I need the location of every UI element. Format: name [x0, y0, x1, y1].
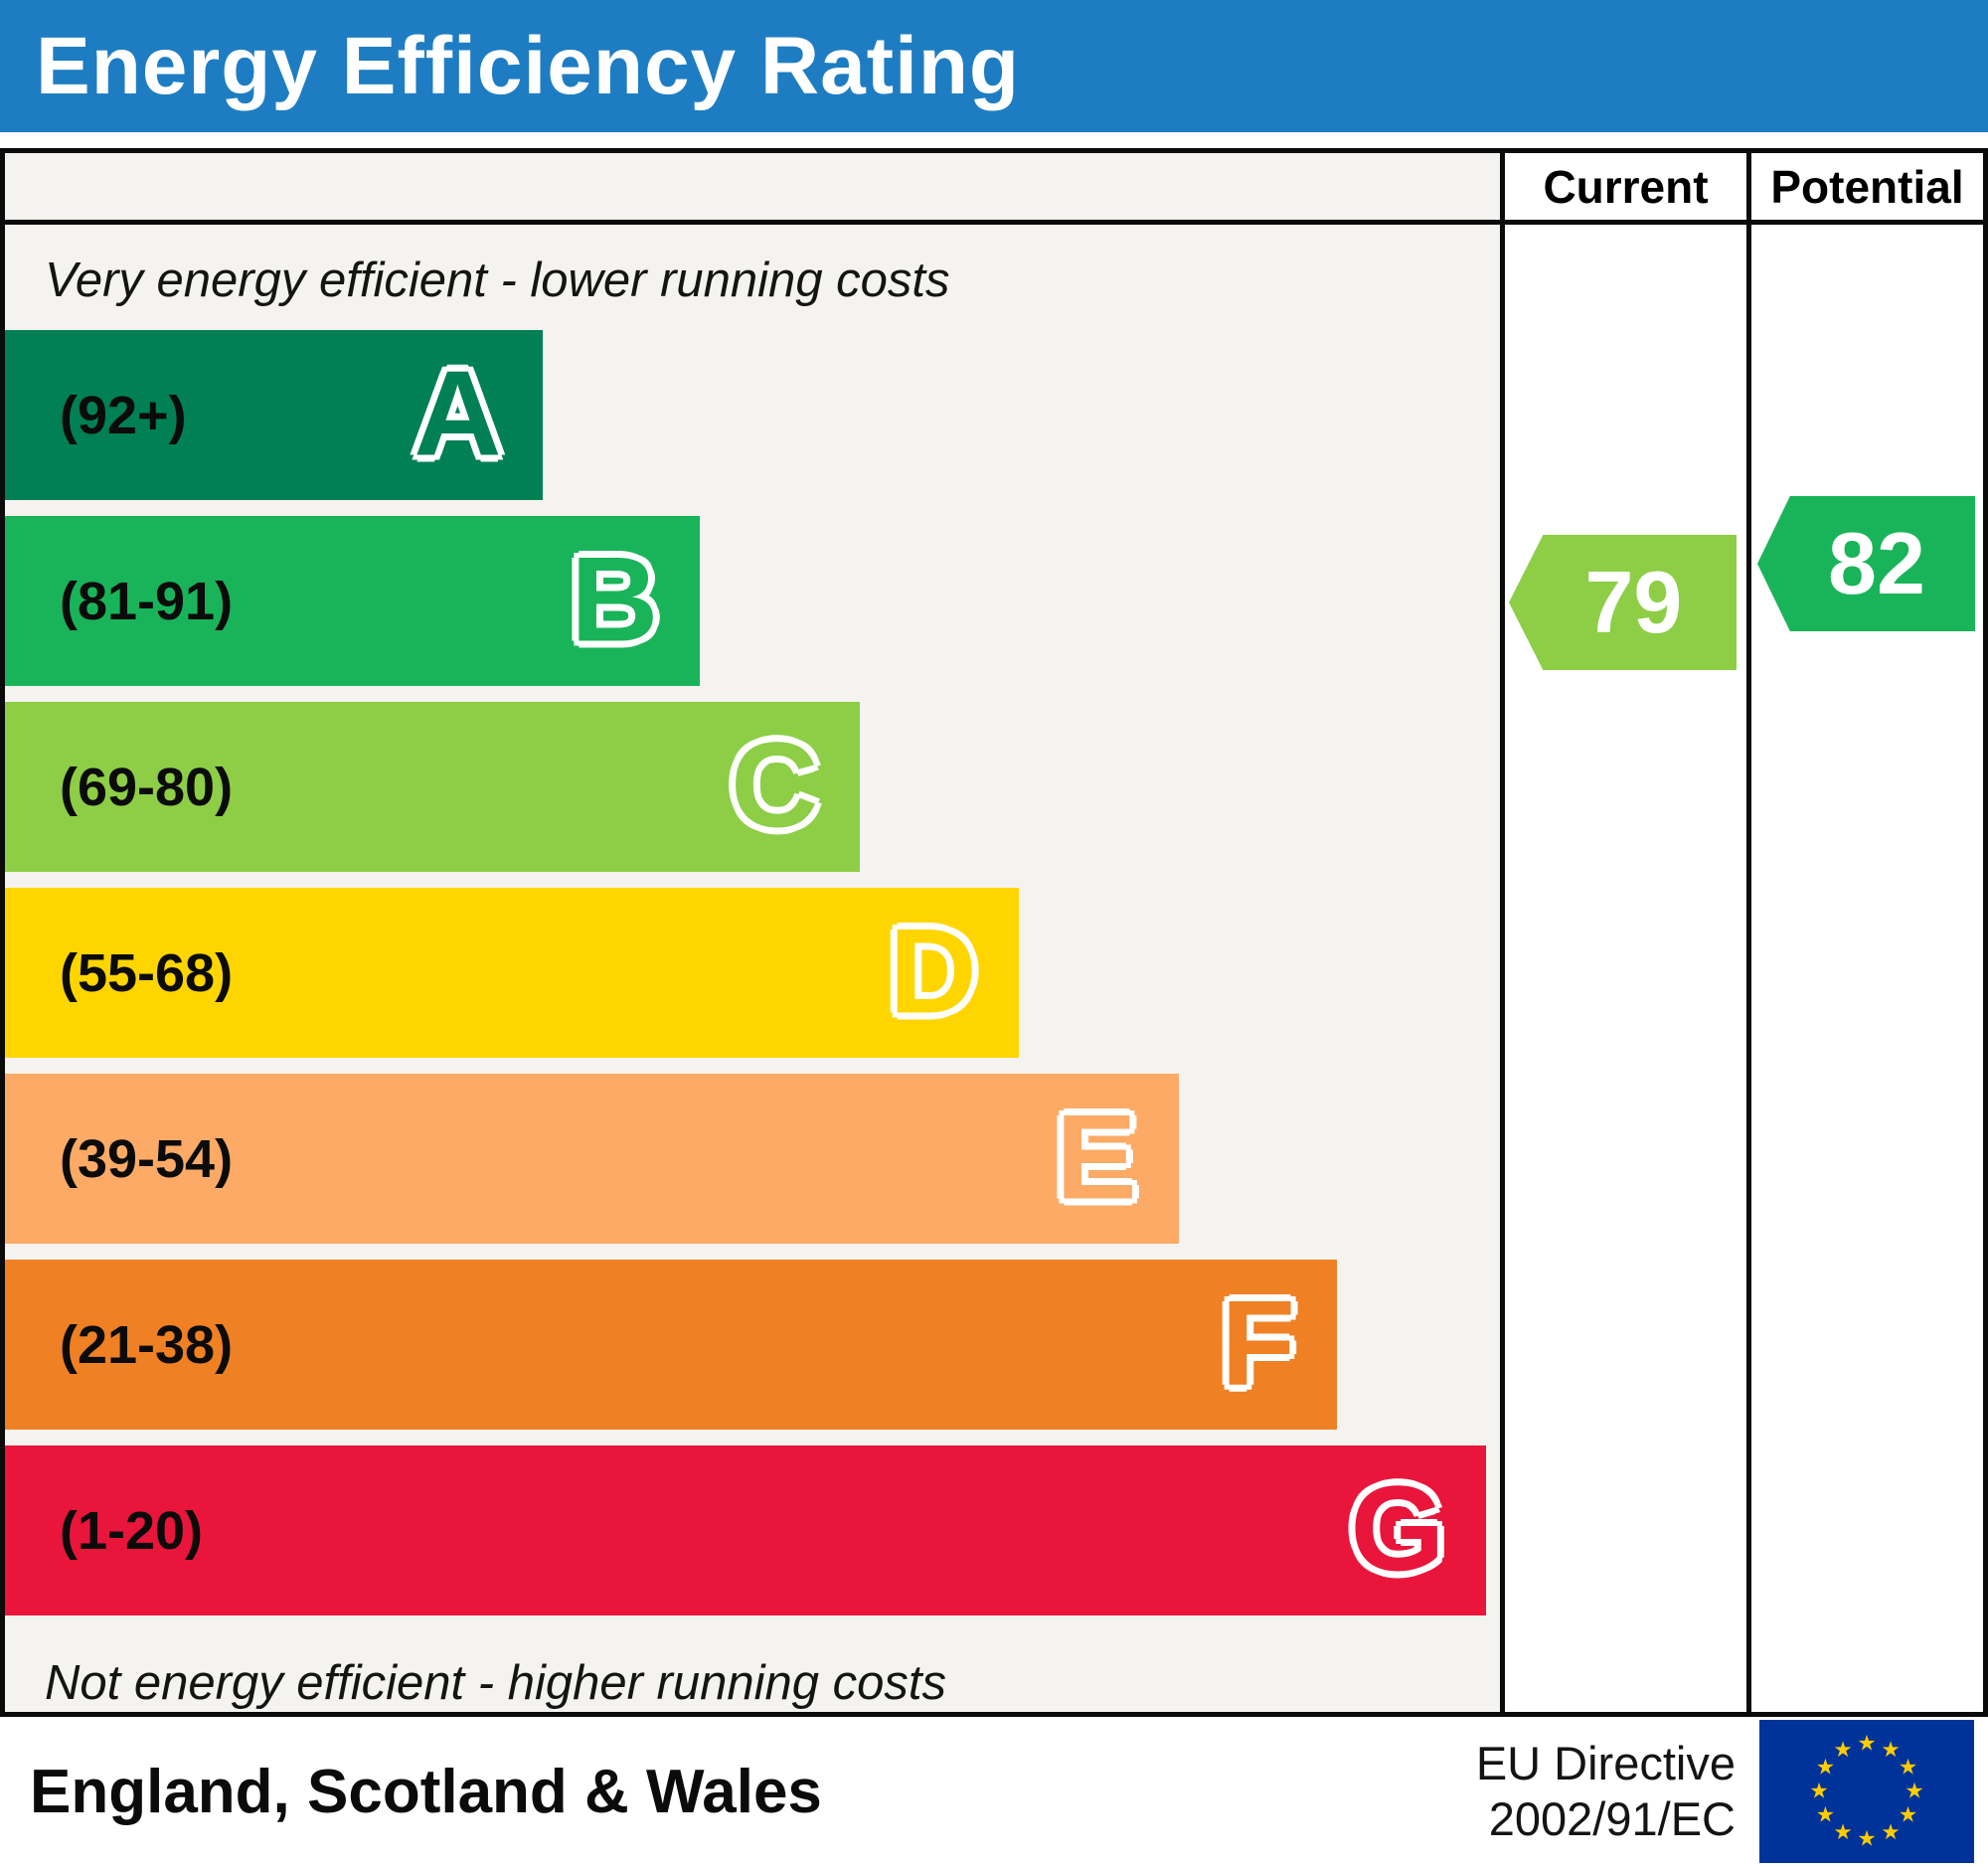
band-letter: D	[889, 903, 977, 1039]
table-body: Very energy efficient - lower running co…	[5, 225, 1983, 1712]
band-bar-a: (92+) A	[5, 330, 544, 501]
svg-text:★: ★	[1899, 1756, 1917, 1781]
eu-directive-line1: EU Directive	[1475, 1736, 1736, 1789]
svg-text:★: ★	[1857, 1732, 1876, 1757]
band-letter: C	[731, 717, 819, 853]
potential-column-header: Potential	[1746, 153, 1983, 220]
band-bar-c: (69-80) C	[5, 702, 861, 873]
eu-directive-line2: 2002/91/EC	[1488, 1792, 1736, 1846]
band-row-f: (21-38) F	[5, 1260, 1500, 1431]
band-row-d: (55-68) D	[5, 888, 1500, 1059]
band-bar-b: (81-91) B	[5, 516, 701, 687]
svg-text:★: ★	[1816, 1756, 1835, 1781]
region-label: England, Scotland & Wales	[30, 1757, 822, 1826]
potential-column: 82	[1746, 225, 1983, 1712]
potential-rating-value: 82	[1828, 514, 1925, 612]
potential-rating-arrow: 82	[1757, 496, 1975, 631]
eu-directive-label: EU Directive 2002/91/EC	[1476, 1736, 1736, 1848]
band-row-e: (39-54) E	[5, 1074, 1500, 1245]
bottom-note: Not energy efficient - higher running co…	[45, 1656, 946, 1711]
band-list: (92+) A (81-91) B (69-80) C	[5, 330, 1500, 1631]
table-header: Current Potential	[5, 153, 1983, 225]
band-row-b: (81-91) B	[5, 516, 1500, 687]
band-bar-e: (39-54) E	[5, 1074, 1179, 1245]
band-range-label: (39-54)	[60, 1128, 234, 1189]
svg-text:★: ★	[1816, 1803, 1835, 1828]
top-note: Very energy efficient - lower running co…	[45, 254, 950, 307]
rating-table: Current Potential Very energy efficient …	[0, 148, 1988, 1717]
svg-text:★: ★	[1833, 1820, 1852, 1845]
svg-text:★: ★	[1809, 1780, 1828, 1804]
band-range-label: (21-38)	[60, 1314, 234, 1375]
title-bar: Energy Efficiency Rating	[0, 0, 1988, 132]
band-row-g: (1-20) G	[5, 1445, 1500, 1616]
header-spacer	[5, 153, 1500, 220]
band-range-label: (1-20)	[60, 1500, 204, 1561]
svg-text:★: ★	[1881, 1738, 1900, 1763]
svg-text:★: ★	[1899, 1803, 1917, 1828]
band-row-a: (92+) A	[5, 330, 1500, 501]
band-bar-d: (55-68) D	[5, 888, 1019, 1059]
svg-text:★: ★	[1833, 1738, 1852, 1763]
current-column-header: Current	[1500, 153, 1746, 220]
band-letter: F	[1221, 1274, 1296, 1411]
band-letter: G	[1350, 1460, 1445, 1597]
page-title: Energy Efficiency Rating	[36, 20, 1021, 111]
bands-area: Very energy efficient - lower running co…	[5, 225, 1500, 1712]
band-range-label: (69-80)	[60, 757, 234, 817]
band-range-label: (92+)	[60, 385, 187, 445]
current-rating-value: 79	[1584, 553, 1683, 651]
band-row-c: (69-80) C	[5, 702, 1500, 873]
band-bar-g: (1-20) G	[5, 1445, 1487, 1616]
band-letter: A	[414, 345, 502, 481]
current-rating-arrow: 79	[1509, 535, 1737, 670]
band-range-label: (81-91)	[60, 571, 234, 631]
band-letter: E	[1056, 1089, 1137, 1225]
band-bar-f: (21-38) F	[5, 1260, 1338, 1431]
svg-text:★: ★	[1881, 1820, 1900, 1845]
current-column: 79	[1500, 225, 1746, 1712]
band-range-label: (55-68)	[60, 942, 234, 1003]
svg-text:★: ★	[1905, 1780, 1923, 1804]
footer: England, Scotland & Wales EU Directive 2…	[0, 1716, 1988, 1867]
eu-flag-icon: ★ ★ ★ ★ ★ ★ ★ ★ ★ ★ ★ ★	[1759, 1720, 1974, 1864]
svg-text:★: ★	[1857, 1827, 1876, 1852]
band-letter: B	[571, 531, 659, 667]
